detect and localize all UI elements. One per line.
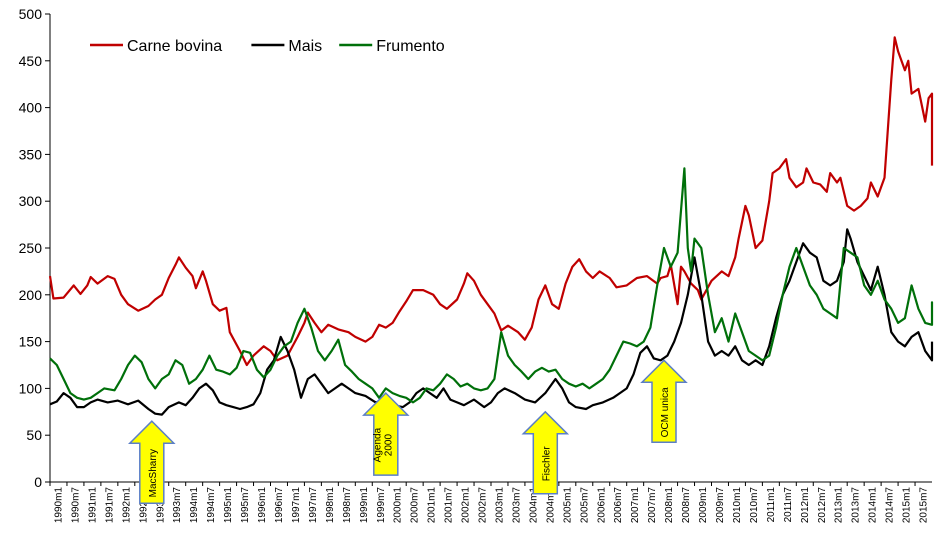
annotation-label: Agenda2000: [372, 427, 394, 462]
x-tick-label: 1990m1: [53, 487, 64, 524]
y-tick-label: 450: [19, 53, 43, 69]
x-tick-label: 1995m7: [240, 487, 251, 524]
annotation-label: Fischler: [541, 446, 552, 482]
y-axis-ticks: 0 50 100 150 200 250 300 350 400 450 500: [19, 6, 50, 490]
x-tick-label: 2004m1: [528, 487, 539, 524]
x-tick-label: 2005m7: [579, 487, 590, 524]
x-tick-label: 2012m1: [800, 487, 811, 524]
arrow-shape: [640, 359, 688, 444]
x-tick-label: 2014m7: [885, 487, 896, 524]
x-axis-ticks: 1990m1 1990m7 1991m1 1991m7 1992m1 1992m7 1993…: [49, 482, 930, 524]
x-tick-label: 2008m7: [681, 487, 692, 524]
x-tick-label: 1997m1: [291, 487, 302, 524]
annotation-label-line: 2000: [383, 434, 394, 457]
series-line-frumento: [49, 167, 934, 404]
annotation-arrow: Fischler: [521, 410, 570, 495]
x-tick-label: 2008m1: [664, 487, 675, 524]
x-tick-label: 1999m1: [359, 487, 370, 524]
x-tick-label: 2004m7: [545, 487, 556, 524]
x-tick-label: 2011m7: [783, 487, 794, 523]
x-tick-label: 1999m7: [376, 487, 387, 524]
x-tick-label: 1995m1: [223, 487, 234, 524]
arrow-shape: [521, 410, 570, 495]
y-tick-label: 400: [19, 100, 43, 116]
x-tick-label: 1996m7: [274, 487, 285, 524]
annotation-arrow: Agenda2000: [361, 392, 410, 476]
x-tick-label: 2001m1: [427, 487, 438, 524]
x-tick-label: 2006m7: [613, 487, 624, 524]
x-tick-label: 1996m1: [257, 487, 268, 524]
x-tick-label: 2003m1: [494, 487, 505, 524]
x-tick-label: 2014m1: [868, 487, 879, 524]
y-tick-label: 200: [19, 287, 43, 303]
x-tick-label: 2007m1: [630, 487, 641, 524]
x-tick-label: 1998m7: [342, 487, 353, 524]
legend-label: Mais: [288, 38, 322, 55]
x-tick-label: 2013m1: [834, 487, 845, 524]
y-tick-label: 500: [19, 6, 43, 22]
annotation-arrow: OCM unica: [640, 359, 688, 444]
chart-axes: [49, 14, 932, 483]
x-tick-label: 2001m7: [444, 487, 455, 524]
legend-label: Carne bovina: [127, 38, 222, 55]
arrow-shape: [361, 392, 410, 476]
x-tick-label: 2010m1: [732, 487, 743, 524]
x-tick-label: 2000m1: [393, 487, 404, 524]
x-tick-label: 1993m7: [172, 487, 183, 524]
chart-series: [48, 36, 934, 416]
chart-legend: Carne bovina Mais Frumento: [90, 38, 445, 55]
x-tick-label: 1991m1: [87, 487, 98, 524]
x-tick-label: 2002m1: [461, 487, 472, 524]
series-line-mais: [49, 228, 934, 416]
x-tick-label: 1990m7: [70, 487, 81, 524]
annotation-label-line: Agenda: [372, 427, 383, 462]
x-tick-label: 1991m7: [104, 487, 115, 524]
x-tick-label: 1994m1: [189, 487, 200, 524]
x-tick-label: 1992m1: [121, 487, 132, 524]
x-tick-label: 2002m7: [478, 487, 489, 524]
arrow-shape: [127, 420, 176, 504]
x-tick-label: 2010m7: [749, 487, 760, 524]
x-tick-label: 2000m7: [410, 487, 421, 524]
y-tick-label: 0: [34, 474, 42, 490]
x-tick-label: 1998m1: [325, 487, 336, 524]
x-tick-label: 2011m1: [766, 487, 777, 523]
series-line-carne-bovina: [48, 36, 934, 367]
x-tick-label: 2012m7: [817, 487, 828, 524]
y-tick-label: 350: [19, 146, 43, 162]
x-tick-label: 2009m1: [698, 487, 709, 524]
x-tick-label: 2015m7: [919, 487, 930, 524]
x-tick-label: 1992m7: [138, 487, 149, 524]
annotation-arrow: MacSharry: [127, 420, 176, 504]
annotation-label: MacSharry: [148, 449, 159, 497]
x-tick-label: 1994m7: [206, 487, 217, 524]
x-tick-label: 2006m1: [596, 487, 607, 524]
x-tick-label: 2003m7: [511, 487, 522, 524]
y-tick-label: 50: [26, 427, 42, 443]
x-tick-label: 1997m7: [308, 487, 319, 524]
x-tick-label: 2007m7: [647, 487, 658, 524]
y-tick-label: 100: [19, 380, 43, 396]
x-tick-label: 2015m1: [902, 487, 913, 524]
legend-label: Frumento: [376, 38, 445, 55]
chart-annotations: MacSharry Agenda2000 Fischler OCM unica: [127, 359, 688, 504]
y-tick-label: 250: [19, 240, 43, 256]
x-tick-label: 2005m1: [562, 487, 573, 524]
y-tick-label: 300: [19, 193, 43, 209]
x-tick-label: 2013m7: [851, 487, 862, 524]
x-tick-label: 1993m1: [155, 487, 166, 524]
x-tick-label: 2009m7: [715, 487, 726, 524]
y-tick-label: 150: [19, 334, 43, 350]
annotation-label: OCM unica: [660, 387, 671, 437]
